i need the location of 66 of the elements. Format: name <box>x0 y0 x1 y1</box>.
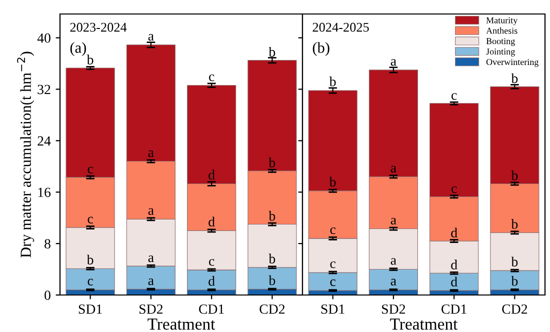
annotation: a <box>148 255 154 262</box>
x-tick-label: CD1 <box>199 304 224 314</box>
annotation: b <box>268 210 276 221</box>
x-tick-label: SD1 <box>78 304 102 314</box>
annotation: a <box>148 208 154 215</box>
annotation: c <box>330 227 336 234</box>
x-axis-title: Treatment <box>148 318 216 330</box>
legend-label: Booting <box>486 38 515 46</box>
annotation: a <box>390 59 396 66</box>
x-tick-label: SD2 <box>382 304 406 314</box>
x-tick-label: CD2 <box>260 304 285 314</box>
annotation: b <box>268 46 276 57</box>
text: (b) <box>312 42 330 56</box>
legend-label: Jointing <box>486 48 515 56</box>
annotation: a <box>390 166 396 172</box>
text: (a) <box>70 42 86 56</box>
y-tick-label: 32 <box>38 84 50 94</box>
y-axis-title: Dry matter accumulation(t hm$^{−2}$) <box>17 52 34 258</box>
annotation: c <box>209 259 214 266</box>
annotation: d <box>208 216 215 226</box>
annotation: b <box>268 275 276 286</box>
annotation: c <box>209 74 214 82</box>
annotation: d <box>208 276 215 286</box>
annotation: c <box>88 216 93 224</box>
annotation: d <box>451 260 458 270</box>
annotation: c <box>452 186 457 194</box>
x-tick-label: CD2 <box>502 304 528 314</box>
x-axis-title: Treatment <box>390 318 458 330</box>
annotation: a <box>390 258 396 265</box>
annotation: a <box>148 278 154 286</box>
annotation: c <box>88 166 93 174</box>
annotation: b <box>268 254 276 264</box>
annotation: d <box>208 170 215 180</box>
legend-label: Anthesis <box>486 27 518 34</box>
annotation: c <box>330 279 336 286</box>
annotation: b <box>511 256 518 266</box>
annotation: c <box>452 93 457 100</box>
annotation: b <box>511 170 518 180</box>
y-tick-label: 8 <box>44 239 50 249</box>
y-tick-label: 0 <box>44 290 50 300</box>
annotation: b <box>268 158 276 168</box>
annotation: b <box>511 73 518 84</box>
y-tick-label: 40 <box>37 33 50 43</box>
annotation: c <box>88 278 93 286</box>
annotation: b <box>86 54 94 64</box>
annotation: b <box>86 254 94 264</box>
annotation: d <box>451 276 458 286</box>
y-tick-label: 24 <box>38 136 51 146</box>
text: 2023-2024 <box>70 22 127 32</box>
annotation: a <box>148 34 154 41</box>
annotation: d <box>451 228 458 238</box>
legend-label: Maturity <box>486 17 518 26</box>
x-tick-label: SD1 <box>321 304 344 314</box>
annotation: b <box>511 219 518 229</box>
annotation: a <box>148 150 154 158</box>
annotation: a <box>390 218 396 225</box>
annotation: b <box>329 76 336 86</box>
legend-label: Overwintering <box>486 58 539 67</box>
x-tick-label: SD2 <box>140 304 163 314</box>
annotation: a <box>390 278 396 286</box>
y-tick-label: 16 <box>38 188 51 198</box>
text: 2024-2025 <box>312 22 369 32</box>
annotation: c <box>330 261 336 268</box>
x-tick-label: CD1 <box>442 304 466 314</box>
annotation: b <box>329 176 336 187</box>
annotation: b <box>511 276 518 286</box>
